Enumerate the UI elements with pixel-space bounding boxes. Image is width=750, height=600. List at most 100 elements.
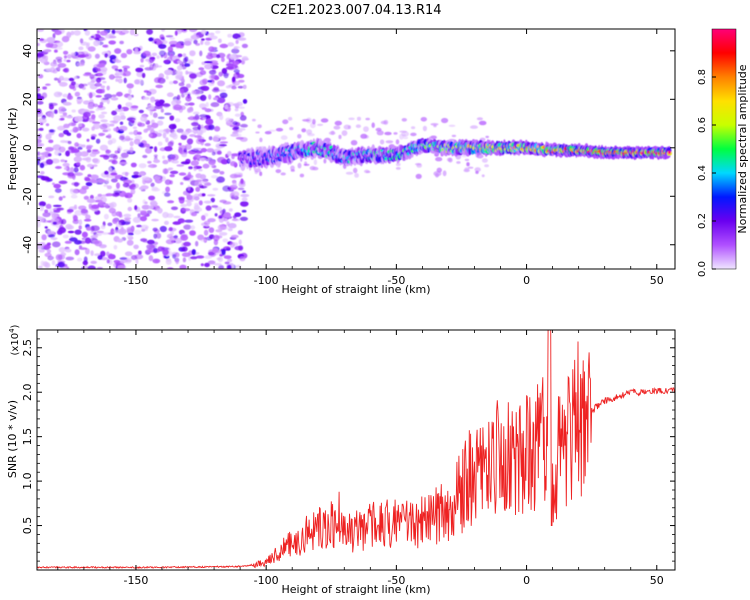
noise-speck	[107, 139, 113, 145]
noise-speck	[90, 235, 99, 239]
noise-speck	[42, 49, 52, 52]
noise-speck	[70, 52, 76, 56]
noise-speck	[93, 40, 100, 47]
noise-speck	[213, 134, 220, 139]
noise-speck	[193, 193, 200, 198]
noise-speck	[134, 205, 138, 211]
noise-speck	[184, 56, 189, 62]
colorbar-tick-label: 0.4	[697, 165, 708, 181]
noise-speck	[67, 230, 75, 234]
noise-speck	[234, 212, 242, 217]
noise-speck	[38, 127, 44, 131]
noise-speck	[240, 123, 248, 128]
noise-speck	[216, 97, 226, 104]
faint-speck	[395, 139, 400, 145]
noise-speck	[153, 247, 158, 254]
noise-speck	[68, 77, 75, 82]
noise-speck	[199, 79, 207, 86]
noise-speck	[164, 179, 172, 186]
noise-speck	[155, 84, 163, 89]
noise-speck	[107, 133, 112, 139]
noise-speck	[68, 122, 76, 127]
noise-speck	[224, 218, 228, 223]
noise-speck	[200, 94, 207, 101]
faint-speck	[435, 173, 439, 178]
noise-speck	[174, 252, 180, 258]
noise-speck	[172, 221, 182, 225]
noise-speck	[94, 82, 102, 87]
noise-speck	[231, 60, 240, 66]
noise-speck	[219, 43, 229, 49]
noise-speck	[203, 200, 212, 204]
noise-speck	[142, 50, 151, 57]
noise-speck	[208, 136, 213, 141]
noise-speck	[54, 188, 62, 194]
faint-speck	[334, 120, 342, 126]
noise-speck	[191, 211, 197, 217]
noise-speck	[51, 158, 60, 164]
noise-speck	[79, 164, 86, 171]
noise-speck	[163, 59, 170, 64]
faint-speck	[252, 118, 256, 122]
noise-speck	[86, 198, 96, 204]
faint-speck	[348, 117, 355, 121]
noise-speck	[111, 160, 118, 165]
noise-speck	[77, 62, 85, 67]
noise-speck	[52, 33, 56, 39]
noise-speck	[51, 213, 58, 219]
noise-speck	[79, 38, 84, 44]
faint-speck	[481, 158, 488, 163]
noise-speck	[225, 63, 234, 67]
noise-speck	[37, 128, 40, 131]
noise-speck	[183, 29, 187, 32]
noise-speck	[237, 187, 245, 191]
noise-speck	[104, 53, 109, 58]
noise-speck	[158, 129, 166, 133]
noise-speck	[167, 158, 172, 161]
noise-speck	[209, 35, 218, 40]
noise-speck	[65, 223, 73, 230]
noise-speck	[62, 234, 69, 239]
faint-speck	[275, 169, 282, 174]
noise-speck	[192, 115, 200, 121]
faint-speck	[383, 119, 389, 125]
noise-speck	[100, 85, 106, 89]
noise-speck	[193, 205, 200, 210]
noise-speck	[42, 212, 51, 218]
faint-speck	[301, 128, 307, 133]
noise-speck	[216, 257, 222, 261]
noise-speck	[201, 29, 207, 35]
noise-speck	[145, 147, 152, 154]
faint-speck	[365, 170, 371, 174]
noise-speck	[111, 94, 117, 98]
noise-speck	[86, 42, 91, 46]
noise-speck	[58, 81, 68, 87]
noise-speck	[188, 166, 193, 170]
faint-speck	[320, 118, 329, 123]
faint-speck	[338, 134, 342, 140]
noise-speck	[87, 174, 92, 178]
noise-speck	[188, 129, 196, 133]
noise-speck	[46, 249, 52, 254]
colorbar-tick-label: 0.2	[697, 213, 708, 229]
noise-speck	[136, 224, 142, 228]
x-tick-label: 0	[523, 274, 530, 287]
noise-speck	[226, 264, 232, 269]
noise-speck	[126, 234, 133, 239]
faint-speck	[333, 125, 341, 130]
noise-speck	[198, 67, 205, 71]
noise-speck	[110, 228, 115, 235]
noise-speck	[118, 161, 128, 165]
noise-speck	[110, 172, 118, 176]
noise-speck	[90, 260, 97, 264]
faint-speck	[280, 135, 288, 140]
snr-plot-area	[37, 330, 675, 570]
noise-speck	[131, 120, 135, 124]
noise-speck	[102, 97, 109, 101]
noise-speck	[162, 168, 169, 175]
noise-speck	[227, 159, 233, 163]
noise-speck	[119, 112, 125, 117]
noise-speck	[40, 58, 48, 64]
noise-speck	[38, 155, 45, 160]
noise-speck	[192, 111, 200, 115]
